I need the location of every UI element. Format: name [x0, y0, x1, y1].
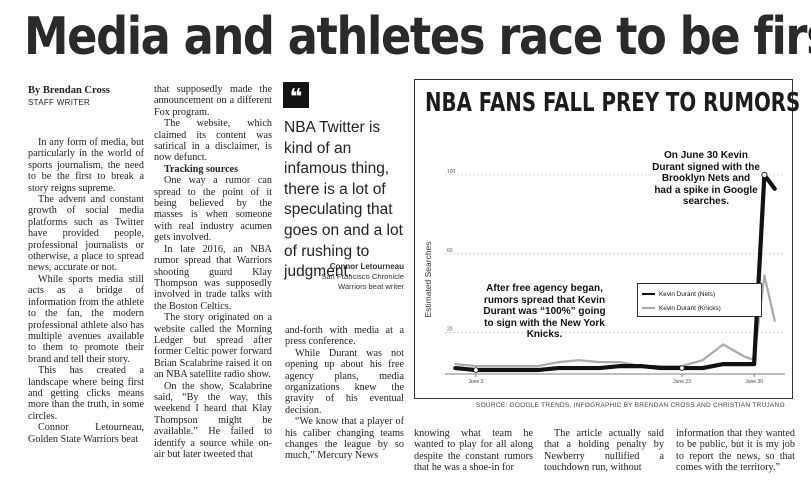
legend-swatch-nets	[642, 293, 655, 296]
article-column-6: information that they wanted to be publi…	[676, 428, 795, 474]
paragraph: While Durant was not opening up about hi…	[285, 347, 404, 416]
attribution-name: Connor Letourneau	[329, 262, 404, 271]
paragraph: In late 2016, an NBA rumor spread that W…	[154, 243, 272, 312]
y-tick-label: 60	[447, 248, 453, 254]
article-column-2: that supposedly made the announcement on…	[154, 84, 272, 460]
paragraph: “We know that a player of his caliber ch…	[285, 416, 404, 462]
series-line-nets	[453, 172, 777, 373]
attribution-role: Warriors beat writer	[338, 282, 404, 291]
chart-title: NBA FANS FALL PREY TO RUMORS	[425, 88, 801, 118]
data-point-marker	[473, 367, 479, 373]
paragraph: One way a rumor can spread to the point …	[154, 175, 272, 244]
quote-attribution: Connor Letourneau San Francisco Chronicl…	[284, 262, 404, 292]
y-axis-label: Estimated Searches	[423, 241, 433, 317]
legend-label-nets: Kevin Durant (Nets)	[659, 291, 716, 298]
x-tick-label: June 30	[745, 379, 763, 385]
legend-label-knicks: Kevin Durant (Knicks)	[659, 305, 721, 312]
y-tick-label: 100	[447, 169, 456, 175]
subheading-tracking-sources: Tracking sources	[164, 163, 239, 175]
pull-quote: NBA Twitter is kind of an infamous thing…	[284, 119, 403, 281]
paragraph: On the show, Scalabrine said, “By the wa…	[154, 380, 272, 460]
paragraph: information that they wanted to be publi…	[676, 428, 795, 474]
staff-writer-label: STAFF WRITER	[28, 98, 91, 107]
legend-swatch-knicks	[642, 307, 655, 310]
legend-item-knicks: Kevin Durant (Knicks)	[642, 304, 721, 314]
paragraph: While sports media still acts as a bridg…	[28, 273, 144, 365]
byline: By Brendan Cross	[28, 85, 110, 96]
peak-marker	[761, 171, 768, 179]
quote-icon: ❝	[283, 82, 309, 110]
paragraph: and-forth with media at a press conferen…	[285, 325, 404, 348]
x-tick-label: June 3	[468, 379, 483, 385]
article-column-1: By Brendan Cross STAFF WRITER In any for…	[28, 84, 144, 445]
paragraph: In any form of media, but particularly i…	[28, 137, 144, 194]
paragraph: The website, which claimed its content w…	[154, 118, 272, 164]
y-tick-label: 20	[447, 327, 453, 333]
headline: Media and athletes race to be first	[24, 7, 811, 67]
paragraph: This has created a landscape where being…	[28, 365, 144, 422]
infographic-chart: NBA FANS FALL PREY TO RUMORS 20 60 100 June…	[414, 79, 800, 399]
paragraph: The story originated on a website called…	[154, 312, 272, 381]
paragraph: The advent and constant growth of social…	[28, 194, 144, 274]
article-column-3: and-forth with media at a press conferen…	[285, 325, 404, 462]
annotation-nets: On June 30 Kevin Durant signed with the …	[652, 150, 760, 207]
paragraph: The article actually said that a holding…	[544, 428, 664, 474]
data-point-marker	[679, 365, 685, 371]
paragraph: Connor Letourneau, Golden State Warriors…	[28, 422, 144, 445]
annotation-knicks: After free agency began, rumors spread t…	[483, 283, 606, 340]
paragraph: knowing what team he wanted to play for …	[414, 428, 533, 474]
article-column-5: The article actually said that a holding…	[544, 428, 664, 474]
paragraph: that supposedly made the announcement on…	[154, 84, 272, 118]
article-column-4: knowing what team he wanted to play for …	[414, 428, 533, 474]
chart-source: SOURCE: GOOGLE TRENDS. INFOGRAPHIC BY BR…	[476, 402, 785, 409]
legend-item-nets: Kevin Durant (Nets)	[642, 290, 715, 300]
chart-svg: 20 60 100 June 3 June 23 June 30 Estimated Sea…	[423, 169, 785, 385]
x-tick-label: June 23	[673, 379, 691, 385]
chart-legend: Kevin Durant (Nets) Kevin Durant (Knicks…	[637, 283, 762, 317]
attribution-outlet: San Francisco Chronicle	[321, 272, 404, 281]
